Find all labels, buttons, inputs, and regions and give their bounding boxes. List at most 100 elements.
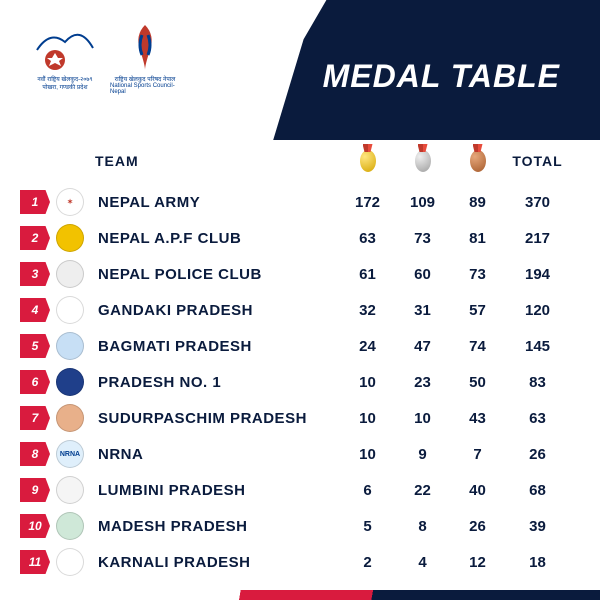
bronze-count: 74 — [450, 338, 505, 355]
table-row: 6 PRADESH NO. 110235083 — [20, 364, 570, 400]
rank-badge: 2 — [20, 226, 50, 250]
team-emblem: ✶ — [50, 188, 90, 216]
table-row: 10 MADESH PRADESH582639 — [20, 508, 570, 544]
table-row: 11 KARNALI PRADESH241218 — [20, 544, 570, 580]
silver-count: 8 — [395, 518, 450, 535]
team-name: PRADESH NO. 1 — [90, 374, 340, 391]
page-title: MEDAL TABLE — [323, 58, 560, 95]
gold-count: 10 — [340, 410, 395, 427]
team-name: BAGMATI PRADESH — [90, 338, 340, 355]
table-row: 3 NEPAL POLICE CLUB616073194 — [20, 256, 570, 292]
bronze-count: 89 — [450, 194, 505, 211]
bronze-count: 7 — [450, 446, 505, 463]
gold-count: 63 — [340, 230, 395, 247]
total-count: 83 — [505, 374, 570, 391]
total-count: 217 — [505, 230, 570, 247]
team-name: MADESH PRADESH — [90, 518, 340, 535]
rank-badge: 3 — [20, 262, 50, 286]
team-name: NEPAL A.P.F CLUB — [90, 230, 340, 247]
logo1-caption-bottom: पोखरा, गण्डकी प्रदेश — [42, 83, 87, 91]
total-count: 145 — [505, 338, 570, 355]
total-count: 39 — [505, 518, 570, 535]
team-emblem — [50, 296, 90, 324]
total-count: 194 — [505, 266, 570, 283]
team-name: NRNA — [90, 446, 340, 463]
silver-count: 60 — [395, 266, 450, 283]
team-emblem — [50, 512, 90, 540]
team-name: LUMBINI PRADESH — [90, 482, 340, 499]
rank-badge: 7 — [20, 406, 50, 430]
header-total: TOTAL — [505, 153, 570, 169]
rank-badge: 11 — [20, 550, 50, 574]
table-header-row: TEAM TOTAL — [20, 140, 570, 184]
event-logo-1: नवौं राष्ट्रिय खेलकुद-२०७९ पोखरा, गण्डकी… — [30, 20, 100, 110]
table-row: 4GANDAKI PRADESH323157120 — [20, 292, 570, 328]
rank-badge: 10 — [20, 514, 50, 538]
silver-count: 10 — [395, 410, 450, 427]
event-logo-2: राष्ट्रिय खेलकुद परिषद नेपाल National Sp… — [110, 20, 180, 110]
team-emblem — [50, 548, 90, 576]
silver-count: 73 — [395, 230, 450, 247]
bronze-count: 26 — [450, 518, 505, 535]
gold-count: 5 — [340, 518, 395, 535]
medal-table: TEAM TOTAL 1✶NEPAL ARMY172109893702NEPAL… — [0, 140, 600, 580]
gold-count: 61 — [340, 266, 395, 283]
table-row: 8NRNANRNA109726 — [20, 436, 570, 472]
team-name: KARNALI PRADESH — [90, 554, 340, 571]
table-row: 5 BAGMATI PRADESH244774145 — [20, 328, 570, 364]
total-count: 370 — [505, 194, 570, 211]
silver-count: 9 — [395, 446, 450, 463]
rank-badge: 6 — [20, 370, 50, 394]
bronze-count: 57 — [450, 302, 505, 319]
logo2-caption-bottom: National Sports Council-Nepal — [110, 83, 180, 95]
rank-badge: 9 — [20, 478, 50, 502]
total-count: 68 — [505, 482, 570, 499]
rank-badge: 5 — [20, 334, 50, 358]
rank-badge: 1 — [20, 190, 50, 214]
gold-count: 2 — [340, 554, 395, 571]
gold-count: 32 — [340, 302, 395, 319]
bronze-count: 43 — [450, 410, 505, 427]
bronze-count: 40 — [450, 482, 505, 499]
gold-count: 6 — [340, 482, 395, 499]
header-bronze-icon — [450, 150, 505, 172]
silver-count: 22 — [395, 482, 450, 499]
table-row: 7SUDURPASCHIM PRADESH10104363 — [20, 400, 570, 436]
table-row: 2 NEPAL A.P.F CLUB637381217 — [20, 220, 570, 256]
header-gold-icon — [340, 150, 395, 172]
team-name: SUDURPASCHIM PRADESH — [90, 410, 340, 427]
team-name: NEPAL ARMY — [90, 194, 340, 211]
total-count: 120 — [505, 302, 570, 319]
team-emblem: NRNA — [50, 440, 90, 468]
gold-count: 10 — [340, 446, 395, 463]
header-silver-icon — [395, 150, 450, 172]
team-emblem — [50, 224, 90, 252]
table-row: 9 LUMBINI PRADESH6224068 — [20, 472, 570, 508]
team-name: GANDAKI PRADESH — [90, 302, 340, 319]
bronze-count: 73 — [450, 266, 505, 283]
bronze-count: 50 — [450, 374, 505, 391]
gold-count: 172 — [340, 194, 395, 211]
table-row: 1✶NEPAL ARMY17210989370 — [20, 184, 570, 220]
team-name: NEPAL POLICE CLUB — [90, 266, 340, 283]
rank-badge: 8 — [20, 442, 50, 466]
team-emblem — [50, 368, 90, 396]
total-count: 63 — [505, 410, 570, 427]
total-count: 26 — [505, 446, 570, 463]
team-emblem — [50, 476, 90, 504]
gold-count: 24 — [340, 338, 395, 355]
event-logos: नवौं राष्ट्रिय खेलकुद-२०७९ पोखरा, गण्डकी… — [30, 20, 180, 110]
bronze-count: 12 — [450, 554, 505, 571]
team-emblem — [50, 260, 90, 288]
bronze-count: 81 — [450, 230, 505, 247]
silver-count: 4 — [395, 554, 450, 571]
total-count: 18 — [505, 554, 570, 571]
gold-count: 10 — [340, 374, 395, 391]
logo1-caption-top: नवौं राष्ट्रिय खेलकुद-२०७९ — [37, 75, 92, 83]
silver-count: 109 — [395, 194, 450, 211]
silver-count: 47 — [395, 338, 450, 355]
header: नवौं राष्ट्रिय खेलकुद-२०७९ पोखरा, गण्डकी… — [0, 0, 600, 140]
silver-count: 23 — [395, 374, 450, 391]
footer-stripe — [0, 590, 600, 600]
silver-count: 31 — [395, 302, 450, 319]
